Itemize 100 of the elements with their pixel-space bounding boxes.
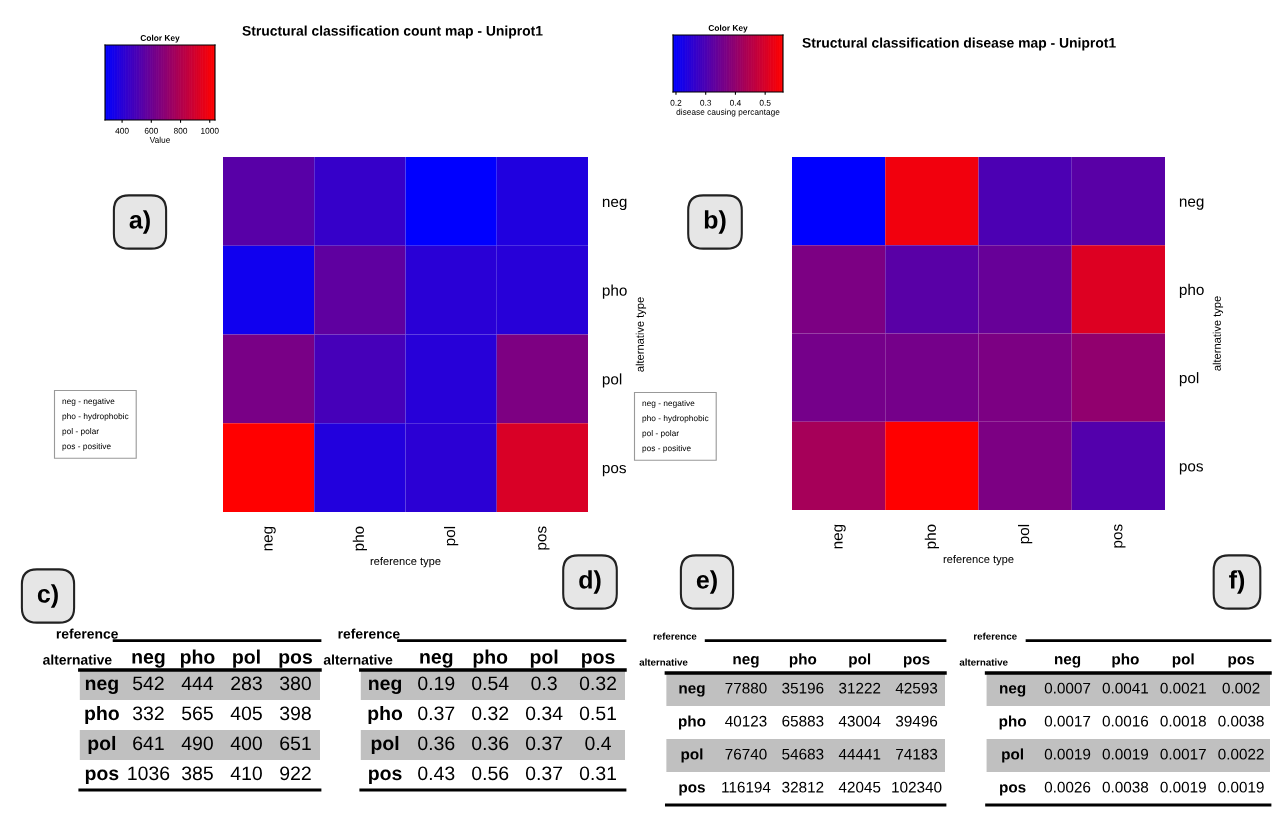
text: pos - positive — [642, 445, 691, 453]
color-bar-label: 400 — [115, 127, 129, 134]
x-axis-title: reference — [653, 632, 697, 640]
data-label: 0.36 — [472, 736, 509, 751]
y-tick-label: pol — [1002, 748, 1023, 763]
data-label: 0.0026 — [1044, 781, 1091, 793]
data-label: 42045 — [838, 781, 881, 793]
x-tick-label: neg — [733, 656, 759, 668]
y-tick-label: pos — [679, 784, 705, 796]
y-axis-title: alternative type — [635, 297, 647, 372]
data-label: 0.36 — [418, 736, 455, 751]
data-label: 39496 — [895, 715, 938, 727]
x-tick-label: neg — [834, 524, 846, 549]
data-label: 0.0038 — [1218, 715, 1264, 727]
y-tick-label: pho — [602, 284, 627, 299]
data-label: 0.0019 — [1044, 748, 1091, 760]
y-tick-label: pos — [85, 769, 119, 785]
x-tick-label: pos — [279, 653, 312, 668]
text: pos - positive — [62, 443, 111, 451]
x-axis-title: reference type — [943, 554, 1014, 566]
data-label: 0.37 — [525, 766, 563, 781]
data-label: 0.32 — [472, 706, 509, 721]
data-label: 410 — [230, 766, 262, 781]
data-label: 116194 — [722, 781, 771, 793]
data-label: 77880 — [725, 682, 767, 694]
y-tick-label: pol — [88, 735, 116, 755]
color-bar-title: Value — [149, 136, 170, 143]
y-tick-label: pos — [369, 769, 402, 785]
y-axis-title: alternative — [959, 658, 1008, 666]
y-axis-title: alternative — [639, 658, 688, 666]
x-tick-label: pho — [473, 649, 508, 668]
data-label: 0.51 — [579, 706, 617, 721]
y-tick-label: pho — [85, 705, 119, 725]
data-label: 0.37 — [525, 736, 563, 751]
data-label: 490 — [181, 736, 213, 751]
text: pho - hydrophobic — [62, 413, 129, 421]
data-label: 0.0019 — [1102, 748, 1149, 760]
y-axis-title: alternative type — [1212, 296, 1224, 371]
data-label: 0.54 — [472, 676, 509, 691]
data-label: 542 — [132, 676, 164, 691]
y-tick-label: neg — [602, 198, 627, 211]
y-tick-label: neg — [1179, 198, 1204, 210]
x-tick-label: pos — [582, 653, 615, 668]
x-tick-label: pol — [233, 649, 260, 668]
data-label: 332 — [132, 706, 164, 721]
data-label: 565 — [182, 706, 213, 721]
x-tick-label: pol — [530, 649, 558, 668]
y-tick-label: neg — [679, 685, 705, 697]
data-label: 31222 — [839, 682, 881, 694]
color-bar-label: 1000 — [201, 127, 219, 134]
y-tick-label: pho — [368, 705, 403, 725]
legend-title: Color Key — [140, 34, 180, 43]
y-tick-label: neg — [1000, 685, 1026, 697]
color-bar-label: 600 — [144, 127, 158, 134]
x-tick-label: pol — [444, 526, 459, 546]
data-label: 32812 — [782, 781, 824, 793]
x-tick-label: pho — [789, 653, 817, 668]
text: pol - polar — [642, 430, 679, 438]
data-label: 102340 — [892, 781, 942, 793]
y-tick-label: pos — [1179, 463, 1203, 475]
data-label: 400 — [230, 736, 262, 751]
data-label: 0.0019 — [1218, 781, 1264, 793]
color-bar-label: 0.5 — [759, 99, 771, 106]
chart-title: Structural classification disease map - Uniprot1 — [802, 37, 1116, 51]
data-label: 385 — [181, 766, 213, 781]
y-tick-label: pho — [1179, 283, 1204, 299]
y-tick-label: pho — [999, 715, 1026, 730]
text: b) — [704, 210, 726, 234]
text: c) — [37, 584, 58, 608]
text: pol - polar — [62, 428, 99, 436]
data-label: 0.0041 — [1102, 682, 1149, 694]
x-tick-label: neg — [264, 526, 276, 551]
data-label: 0.0017 — [1044, 715, 1091, 727]
data-label: 651 — [280, 736, 311, 751]
data-label: 76740 — [725, 748, 767, 760]
x-tick-label: pho — [180, 649, 215, 668]
data-label: 641 — [133, 736, 164, 751]
y-tick-label: pos — [1000, 784, 1026, 796]
data-label: 0.0021 — [1160, 682, 1206, 694]
data-label: 0.0022 — [1218, 748, 1264, 760]
data-label: 35196 — [782, 682, 824, 694]
text: e) — [696, 570, 717, 594]
x-axis-title: reference — [974, 632, 1017, 640]
data-label: 444 — [181, 676, 214, 691]
data-label: 0.0019 — [1160, 781, 1206, 793]
x-tick-label: pos — [538, 526, 550, 550]
data-label: 0.32 — [579, 676, 616, 691]
data-label: 43004 — [838, 715, 881, 727]
data-label: 0.0016 — [1102, 715, 1149, 727]
color-bar-title: disease causing percantage — [676, 108, 780, 117]
data-label: 65883 — [782, 715, 824, 727]
color-bar-label: 0.3 — [700, 99, 712, 106]
y-tick-label: pol — [371, 735, 399, 755]
data-label: 0.0038 — [1102, 781, 1149, 793]
data-label: 0.56 — [472, 766, 509, 781]
x-tick-label: pho — [924, 524, 939, 549]
x-tick-label: pol — [849, 653, 871, 668]
x-tick-label: pho — [1112, 653, 1139, 668]
x-tick-label: pho — [352, 526, 367, 551]
data-label: 0.3 — [531, 676, 557, 691]
